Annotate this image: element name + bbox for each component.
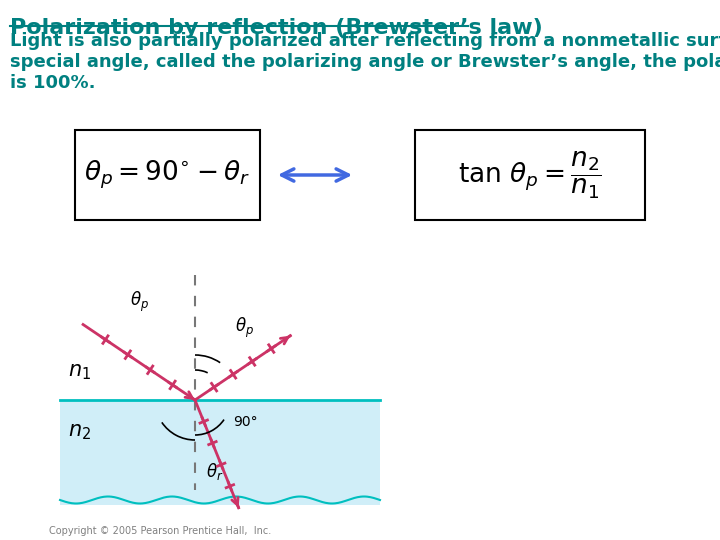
FancyBboxPatch shape	[75, 130, 260, 220]
Text: 90°: 90°	[233, 415, 257, 429]
Text: $n_2$: $n_2$	[68, 422, 91, 442]
Text: $n_1$: $n_1$	[68, 362, 91, 382]
Text: $\tan\,\theta_p = \dfrac{n_2}{n_1}$: $\tan\,\theta_p = \dfrac{n_2}{n_1}$	[458, 150, 602, 201]
Bar	[60, 400, 380, 505]
Text: $\theta_r$: $\theta_r$	[206, 462, 224, 483]
Text: Light is also partially polarized after reflecting from a nonmetallic surface.  : Light is also partially polarized after …	[10, 32, 720, 92]
Text: $\theta_p = 90^{\circ} - \theta_r$: $\theta_p = 90^{\circ} - \theta_r$	[84, 159, 251, 191]
FancyBboxPatch shape	[415, 130, 645, 220]
Text: $\theta_p$: $\theta_p$	[235, 316, 254, 340]
Text: Polarization by reflection (Brewster’s law): Polarization by reflection (Brewster’s l…	[10, 18, 543, 38]
Text: $\theta_p$: $\theta_p$	[130, 290, 150, 314]
Text: Copyright © 2005 Pearson Prentice Hall,  Inc.: Copyright © 2005 Pearson Prentice Hall, …	[49, 526, 271, 536]
